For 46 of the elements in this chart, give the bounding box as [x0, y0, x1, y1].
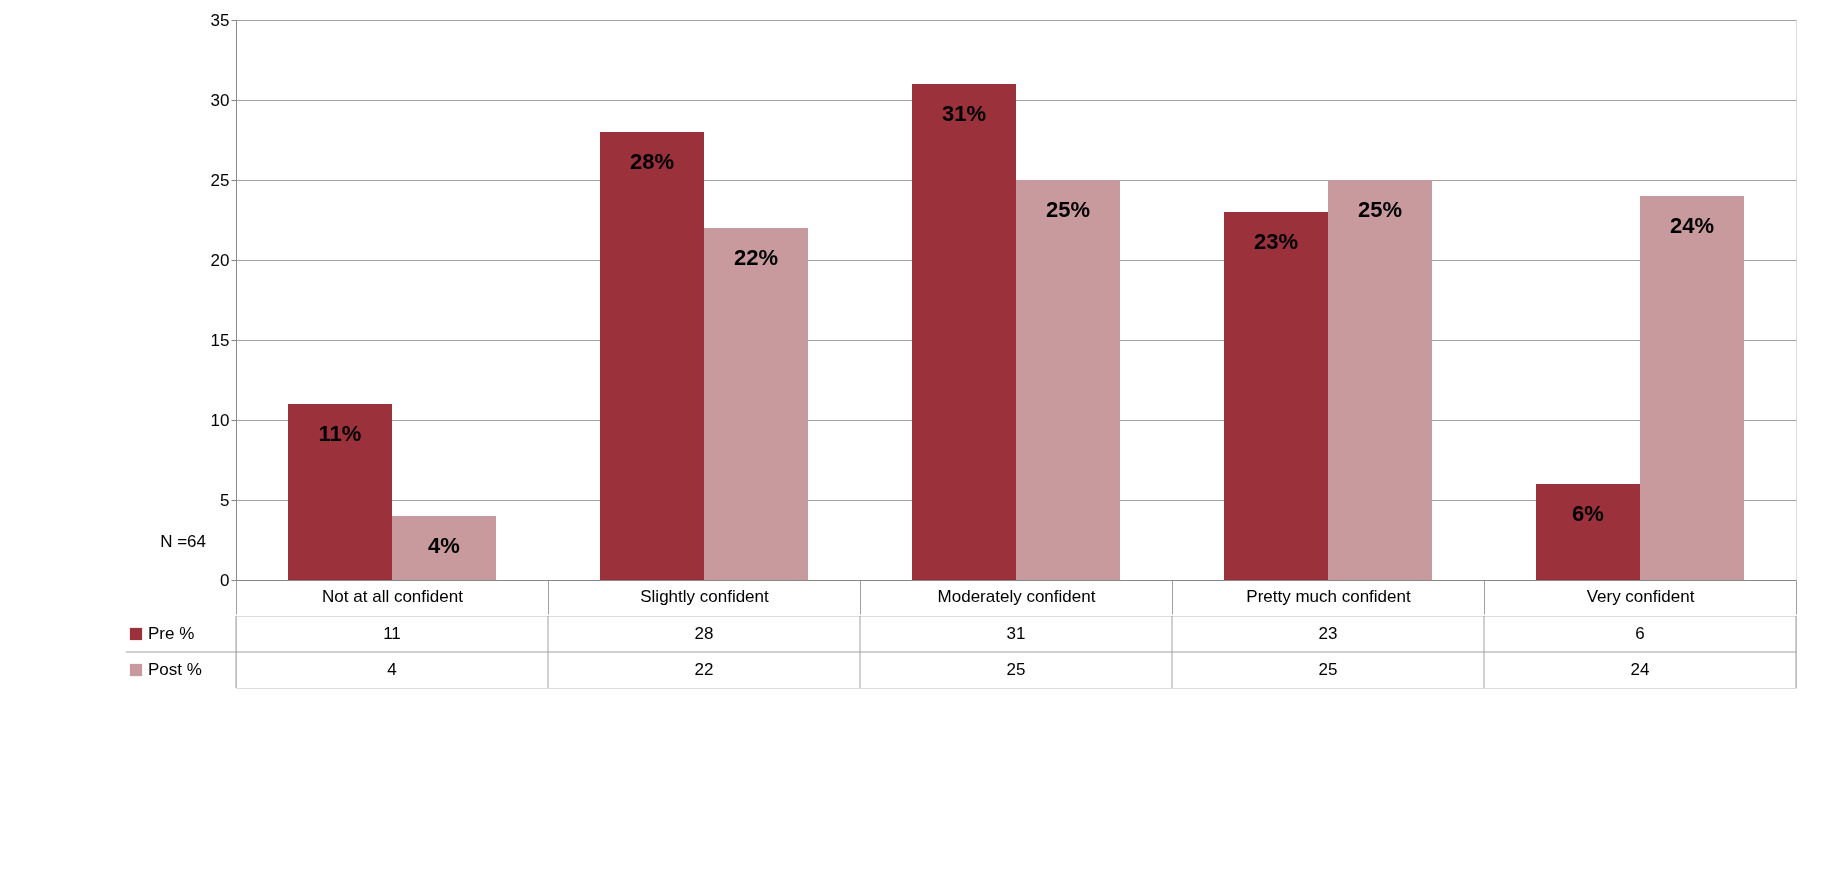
legend-label: Pre %: [148, 624, 195, 643]
annotation: 28%: [629, 149, 675, 174]
bar: [288, 404, 392, 580]
annotation: 6%: [1572, 501, 1604, 526]
bar: [392, 516, 496, 580]
y-tick-label: 30: [210, 90, 230, 110]
y-tick-label: 0: [220, 570, 230, 590]
y-tick-label: 25: [210, 170, 230, 190]
data-label: 25: [1006, 660, 1026, 679]
bar: [1536, 484, 1640, 580]
y-tick-label: 20: [210, 250, 230, 270]
x-tick-label: Slightly confident: [640, 586, 770, 606]
y-tick-label: 35: [210, 10, 230, 30]
data-label: 31: [1006, 624, 1026, 643]
bar: [912, 84, 1016, 580]
data-label: 22: [694, 660, 714, 679]
data-label: 6: [1635, 624, 1645, 643]
y-tick-label: 15: [210, 330, 230, 350]
data-label: 23: [1318, 624, 1338, 643]
data-label: 24: [1630, 660, 1650, 679]
annotation: 23%: [1253, 229, 1299, 254]
annotation: 24%: [1669, 213, 1715, 238]
bar: [1328, 180, 1432, 580]
data-label: 25: [1318, 660, 1338, 679]
text: N =64: [160, 532, 206, 551]
annotation: 4%: [428, 533, 460, 558]
data-label: 11: [383, 624, 401, 643]
annotation: 31%: [941, 101, 987, 126]
x-tick-label: Moderately confident: [937, 586, 1096, 606]
data-label: 28: [694, 624, 714, 643]
bar: [600, 132, 704, 580]
y-tick-label: 5: [220, 490, 230, 510]
legend-label: Post %: [148, 660, 202, 679]
data-label: 4: [387, 660, 397, 679]
bar: [704, 228, 808, 580]
bar: [1224, 212, 1328, 580]
x-tick-label: Not at all confident: [322, 586, 464, 606]
x-tick-label: Very confident: [1586, 586, 1695, 606]
bar: [1016, 180, 1120, 580]
annotation: 25%: [1045, 197, 1091, 222]
bar: [1640, 196, 1744, 580]
x-tick-label: Pretty much confident: [1246, 586, 1411, 606]
annotation: 25%: [1357, 197, 1403, 222]
y-tick-label: 10: [210, 410, 230, 430]
annotation: 22%: [733, 245, 779, 270]
annotation: 11%: [318, 421, 362, 446]
